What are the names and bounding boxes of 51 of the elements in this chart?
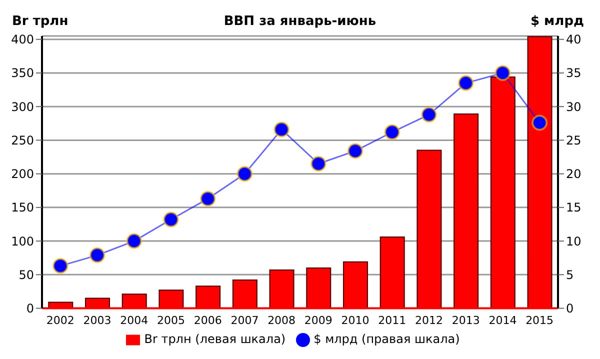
legend-label: Br трлн (левая шкала) xyxy=(144,332,286,346)
x-tick-label: 2014 xyxy=(488,314,517,328)
y-tick-label: 300 xyxy=(11,100,34,114)
chart-title: ВВП за январь-июнь xyxy=(224,14,376,29)
y2-tick-label: 0 xyxy=(566,302,574,316)
x-tick-label: 2010 xyxy=(341,314,370,328)
point xyxy=(458,75,474,92)
y-tick-label: 400 xyxy=(11,32,34,47)
x-tick-label: 2008 xyxy=(268,314,296,328)
point xyxy=(52,258,68,274)
x-tick-label: 2012 xyxy=(415,314,443,328)
y2-tick-label: 15 xyxy=(566,200,582,215)
y2-tick-label: 10 xyxy=(566,234,582,248)
point xyxy=(532,114,548,131)
x-tick-label: 2002 xyxy=(46,314,74,328)
y-tick-label: 250 xyxy=(11,133,34,148)
y-tick-label: 50 xyxy=(18,268,34,282)
y2-tick-label: 40 xyxy=(566,32,582,47)
point xyxy=(89,247,106,264)
point xyxy=(274,121,290,138)
y2-tick-label: 20 xyxy=(566,167,582,182)
point xyxy=(163,212,179,228)
x-tick-label: 2006 xyxy=(194,314,222,328)
x-tick-label: 2009 xyxy=(304,314,332,328)
y-tick-label: 100 xyxy=(11,234,34,248)
y2-tick-label: 35 xyxy=(566,66,582,80)
y2-tick-label: 25 xyxy=(566,133,582,148)
x-tick-label: 2011 xyxy=(378,314,406,328)
point xyxy=(310,156,326,172)
point xyxy=(421,106,437,123)
point xyxy=(494,64,511,81)
point xyxy=(236,166,253,182)
y-tick-label: 200 xyxy=(11,167,34,182)
y2-axis-title: $ млрд xyxy=(530,14,584,29)
legend-label: $ млрд (правая шкала) xyxy=(314,332,460,346)
y-axis-title: Br трлн xyxy=(12,14,68,29)
x-tick-label: 2004 xyxy=(120,314,148,328)
point xyxy=(384,124,400,140)
x-tick-label: 2003 xyxy=(83,314,112,328)
x-tick-label: 2015 xyxy=(526,314,554,328)
x-tick-label: 2005 xyxy=(157,314,185,328)
y-tick-label: 350 xyxy=(11,66,34,80)
y-tick-label: 0 xyxy=(26,302,34,316)
point xyxy=(347,142,364,159)
y2-tick-label: 30 xyxy=(566,100,582,114)
x-tick-label: 2013 xyxy=(452,314,480,328)
y2-tick-label: 5 xyxy=(566,268,574,282)
point xyxy=(126,233,142,250)
x-tick-label: 2007 xyxy=(230,314,259,328)
point xyxy=(200,190,216,207)
y-tick-label: 150 xyxy=(11,200,34,215)
